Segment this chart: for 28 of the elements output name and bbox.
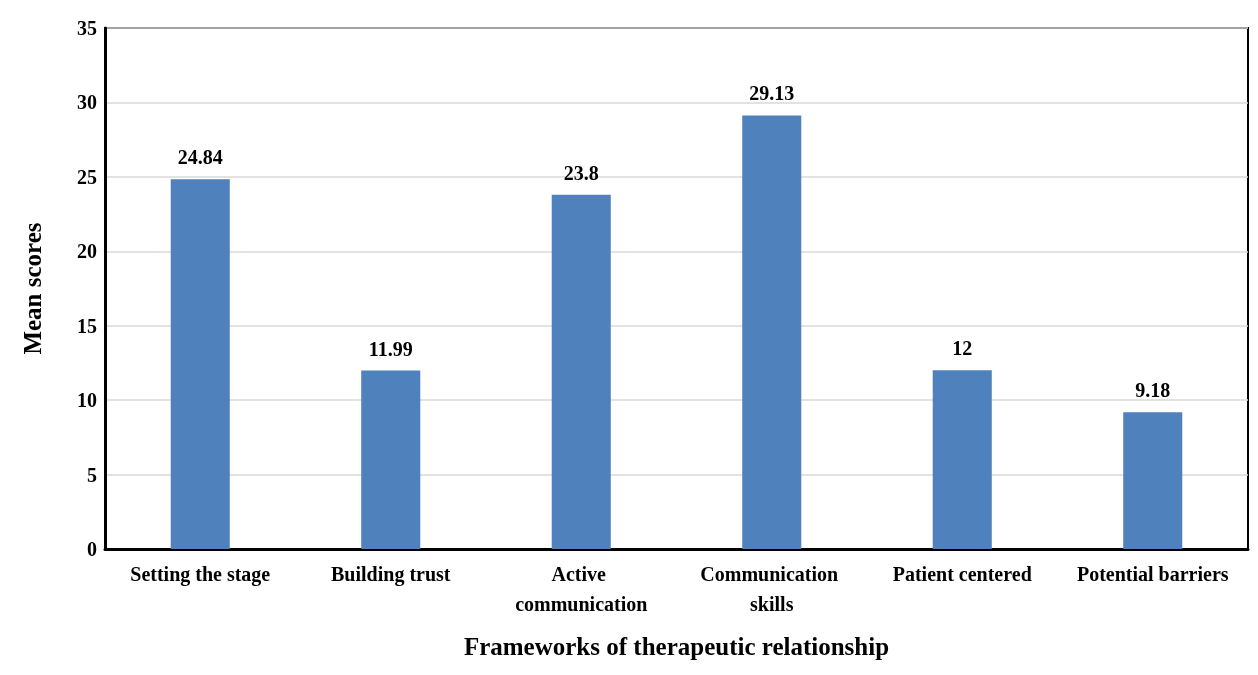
y-axis-title: Mean scores — [19, 222, 46, 355]
bar — [742, 115, 802, 549]
y-tick-label: 35 — [77, 17, 97, 39]
data-label: 29.13 — [749, 82, 795, 105]
bar — [932, 370, 992, 549]
data-label: 9.18 — [1135, 379, 1171, 402]
x-tick-label: Communication skills — [700, 563, 844, 615]
x-tick-label: Setting the stage — [130, 563, 271, 586]
bar — [170, 179, 230, 549]
y-tick-label: 5 — [87, 463, 97, 486]
y-tick-label: 15 — [77, 314, 97, 337]
y-tick-label: 20 — [77, 240, 97, 263]
data-label: 12 — [952, 337, 973, 360]
y-tick-label: 25 — [77, 165, 97, 188]
data-label: 11.99 — [368, 337, 413, 360]
x-tick-label: Active communication — [515, 563, 648, 615]
x-axis-title: Frameworks of therapeutic relationship — [463, 633, 890, 660]
bar — [551, 194, 611, 549]
x-tick-label: Building trust — [331, 563, 451, 586]
data-label: 24.84 — [177, 146, 223, 169]
data-label: 23.8 — [563, 161, 599, 184]
x-tick-label: Patient centered — [892, 563, 1032, 585]
y-tick-label: 30 — [77, 91, 97, 114]
y-tick-label: 0 — [87, 538, 97, 560]
y-tick-label: 10 — [77, 389, 97, 412]
bar — [1123, 412, 1183, 549]
x-tick-label: Potential barriers — [1076, 563, 1229, 585]
bar — [361, 370, 421, 549]
